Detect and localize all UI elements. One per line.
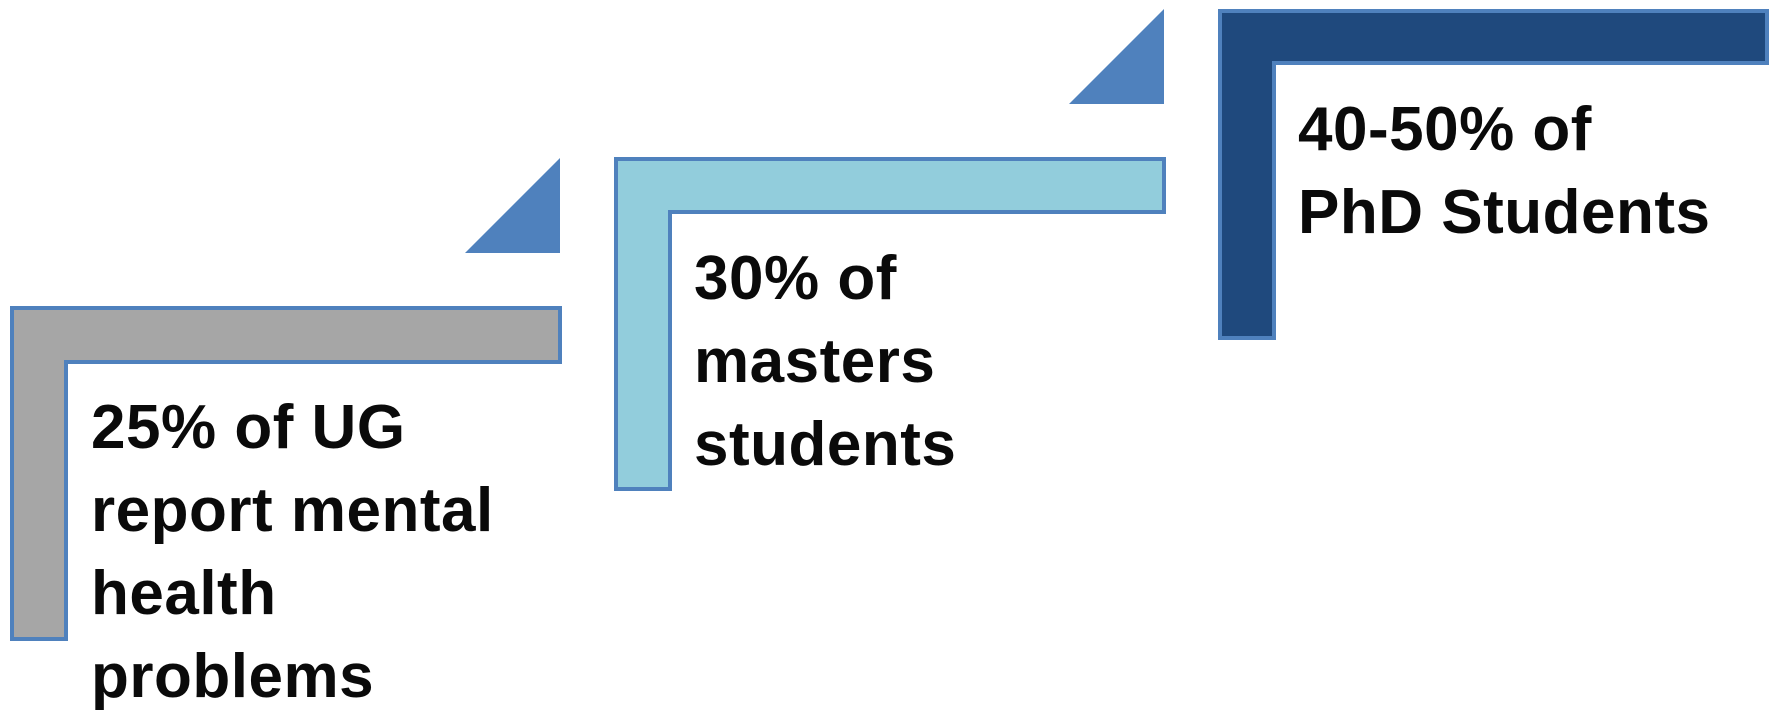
step-ug-label: 25% of UG report mental health problems [91, 386, 494, 718]
step-masters-line: students [694, 410, 957, 479]
step-masters-shape [614, 157, 1166, 491]
step-phd-label: 40-50% of PhD Students [1298, 88, 1710, 254]
step-masters-line: 30% of [694, 244, 897, 313]
step-masters-label: 30% of masters students [694, 237, 956, 486]
step-phd-line: 40-50% of [1298, 95, 1592, 164]
step-up-arrow-triangle [465, 158, 560, 253]
step-masters-line: masters [694, 327, 936, 396]
step-ug-line: 25% of UG [91, 393, 406, 462]
step-up-arrow-triangle [1069, 9, 1164, 104]
step-phd-line: PhD Students [1298, 178, 1711, 247]
step-ug-line: problems [91, 642, 375, 711]
step-phd-shape [1218, 9, 1769, 340]
step-ug-line: report mental [91, 476, 494, 545]
step-ug-shape [10, 306, 562, 641]
step-ug-line: health [91, 559, 277, 628]
